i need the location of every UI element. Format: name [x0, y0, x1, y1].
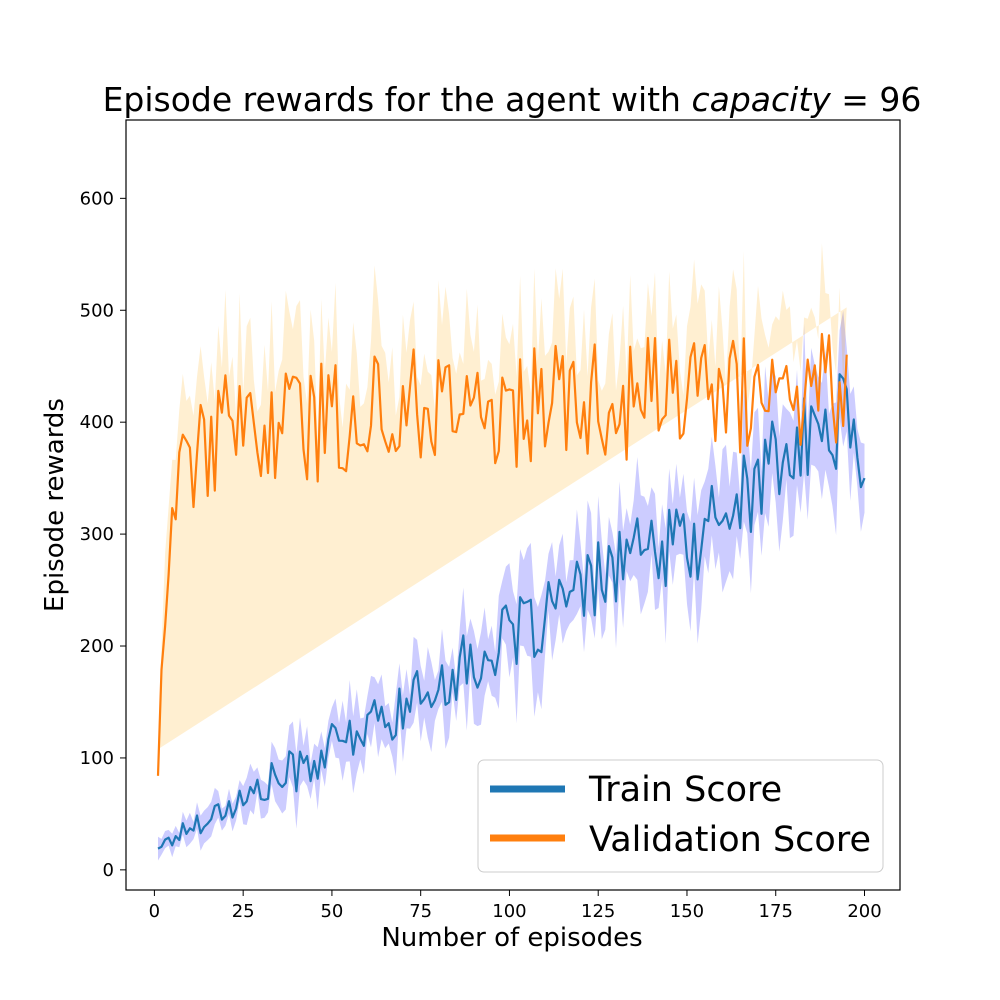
- x-axis-label: Number of episodes: [381, 923, 642, 953]
- x-tick-label: 175: [759, 901, 793, 922]
- x-tick-label: 75: [409, 901, 432, 922]
- series-line-1: [156, 332, 848, 776]
- x-axis: 0 25 50 75 100 125 150 175 200: [149, 890, 882, 922]
- x-tick-label: 50: [320, 901, 343, 922]
- x-tick-label: 0: [149, 901, 160, 922]
- y-tick-label: 400: [80, 412, 114, 433]
- series-line-0: [157, 373, 866, 850]
- y-axis-label: Episode rewards: [40, 398, 70, 612]
- series-band-0: [158, 310, 865, 861]
- y-axis: 0 100 200 300 400 500 600: [80, 188, 126, 881]
- x-tick-label: 100: [492, 901, 526, 922]
- series-lines: [156, 332, 866, 850]
- x-tick-label: 150: [670, 901, 704, 922]
- plot-frame: [125, 119, 901, 891]
- legend-label-validation: Validation Score: [589, 820, 871, 860]
- y-tick-label: 200: [80, 636, 114, 657]
- chart-title-math: capacity: [691, 80, 831, 119]
- chart-title: Episode rewards for the agent with capac…: [103, 80, 922, 119]
- y-tick-label: 300: [80, 524, 114, 545]
- plot-area: [156, 243, 866, 861]
- y-tick-label: 600: [80, 188, 114, 209]
- y-tick-label: 500: [80, 300, 114, 321]
- x-tick-label: 25: [232, 901, 255, 922]
- chart-title-prefix: Episode rewards for the agent with: [103, 80, 692, 119]
- x-tick-label: 200: [847, 901, 881, 922]
- legend-box: [477, 759, 884, 873]
- y-tick-label: 0: [103, 860, 114, 881]
- legend-label-train: Train Score: [588, 770, 782, 810]
- y-tick-label: 100: [80, 748, 114, 769]
- legend: Train Score Validation Score: [477, 759, 884, 873]
- chart-title-suffix: = 96: [831, 80, 922, 119]
- x-tick-label: 125: [581, 901, 615, 922]
